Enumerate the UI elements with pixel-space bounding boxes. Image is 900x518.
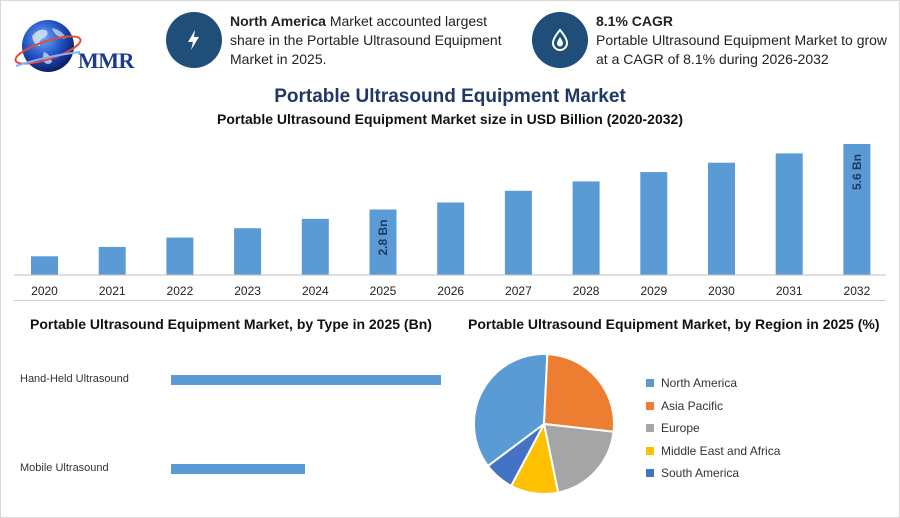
legend-label: North America <box>661 376 738 391</box>
legend-label: Asia Pacific <box>661 398 724 413</box>
legend-swatch <box>646 469 654 478</box>
bar-2026 <box>437 202 465 275</box>
lightning-icon <box>166 12 222 68</box>
x-tick-label: 2028 <box>573 284 600 298</box>
logo-text: MMR <box>78 48 134 73</box>
info-card-text: 8.1% CAGR Portable Ultrasound Equipment M… <box>596 12 892 69</box>
info-card-text: North America Market accounted largest s… <box>230 12 510 69</box>
bar-2030 <box>708 162 735 275</box>
region-legend: North America Asia Pacific Europe Middle Ea… <box>646 372 780 485</box>
legend-item: Middle East and Africa <box>646 440 780 463</box>
bar-2024 <box>301 218 329 275</box>
pie-slice-europe <box>542 422 615 494</box>
bar-2021 <box>98 246 126 275</box>
legend-swatch <box>646 379 654 388</box>
hbar-label-mobile: Mobile Ultrasound <box>20 462 109 474</box>
legend-item: South America <box>646 462 780 485</box>
pie-slice-south-america <box>486 423 545 488</box>
bar-data-label: 2.8 Bn <box>376 219 390 255</box>
info-card-body: Market accounted largest share in the Po… <box>230 13 502 67</box>
legend-label: Europe <box>661 421 700 436</box>
info-card-highlight: North America <box>230 13 326 29</box>
x-tick-label: 2032 <box>844 284 871 298</box>
hbar-label-hand-held: Hand-Held Ultrasound <box>20 373 129 385</box>
x-tick-label: 2029 <box>640 284 667 298</box>
mmr-logo: MMR <box>14 14 139 78</box>
legend-label: Middle East and Africa <box>661 443 781 458</box>
section-divider <box>14 300 886 301</box>
bar-data-label: 5.6 Bn <box>850 154 864 190</box>
x-tick-label: 2025 <box>370 284 397 298</box>
x-tick-label: 2020 <box>31 284 58 298</box>
region-pie-chart <box>473 353 615 495</box>
info-card-cagr: 8.1% CAGR Portable Ultrasound Equipment M… <box>532 12 892 69</box>
legend-item: Asia Pacific <box>646 395 780 418</box>
globe-icon <box>14 20 82 72</box>
main-title: Portable Ultrasound Equipment Market <box>274 86 626 107</box>
pie-slice-asia-pacific <box>542 353 615 433</box>
legend-swatch <box>646 424 654 433</box>
bar-2028 <box>572 181 600 275</box>
legend-item: Europe <box>646 417 780 440</box>
x-tick-label: 2023 <box>234 284 261 298</box>
type-chart-title: Portable Ultrasound Equipment Market, by… <box>30 316 432 332</box>
bar-2032 <box>843 143 871 275</box>
x-tick-label: 2031 <box>776 284 803 298</box>
hbar-mobile <box>171 464 306 474</box>
x-tick-label: 2021 <box>99 284 126 298</box>
legend-swatch <box>646 401 654 410</box>
bar-2020 <box>31 256 58 275</box>
info-card-body: Portable Ultrasound Equipment Market to … <box>596 32 888 67</box>
x-tick-label: 2026 <box>437 284 464 298</box>
info-card-highlight: 8.1% CAGR <box>596 13 674 29</box>
bar-2022 <box>166 237 194 275</box>
x-tick-label: 2022 <box>167 284 194 298</box>
bar-2025 <box>369 209 397 275</box>
legend-label: South America <box>661 466 740 481</box>
legend-item: North America <box>646 372 780 395</box>
legend-swatch <box>646 446 654 455</box>
info-card-north-america: North America Market accounted largest s… <box>166 12 516 69</box>
x-tick-label: 2030 <box>708 284 735 298</box>
bar-chart-title: Portable Ultrasound Equipment Market siz… <box>217 111 683 127</box>
pie-slice-north-america <box>473 353 549 468</box>
market-size-bar-chart: 2020 2021 2022 2023 2024 2025 2.8 Bn 2026 2027 20… <box>14 143 886 298</box>
x-tick-label: 2024 <box>302 284 329 298</box>
bar-2027 <box>504 190 532 275</box>
bar-2031 <box>775 153 803 275</box>
x-tick-label: 2027 <box>505 284 532 298</box>
hbar-hand-held <box>171 375 442 385</box>
region-chart-title: Portable Ultrasound Equipment Market, by… <box>468 316 880 332</box>
bar-2023 <box>234 228 262 275</box>
drop-icon <box>532 12 588 68</box>
bar-2029 <box>640 172 668 275</box>
